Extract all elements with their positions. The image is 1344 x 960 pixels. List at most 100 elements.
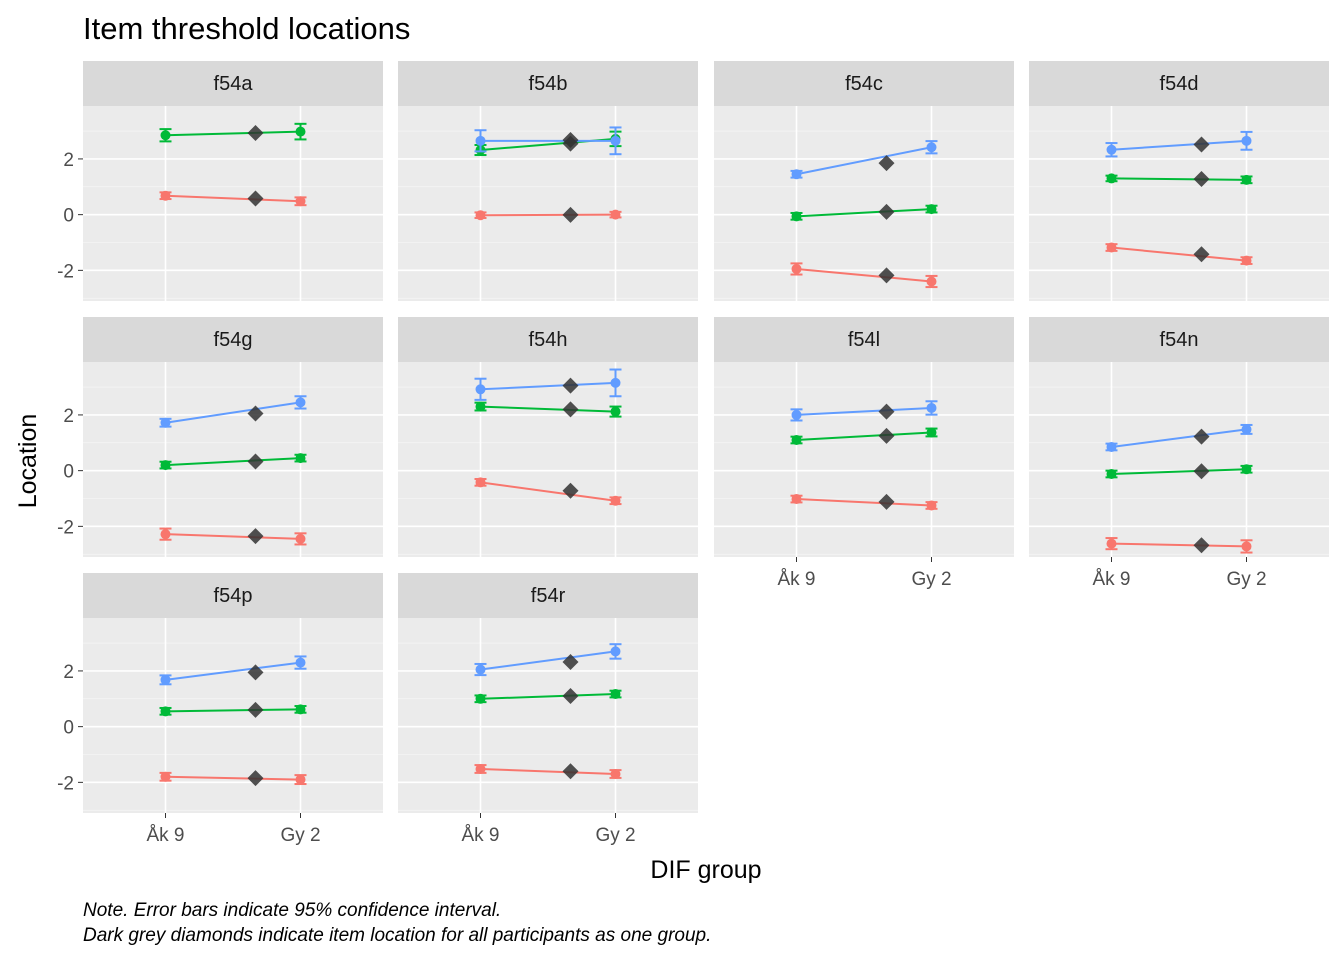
series-line bbox=[165, 533, 301, 540]
data-point bbox=[791, 409, 802, 420]
data-point bbox=[160, 674, 171, 685]
series-line bbox=[165, 708, 301, 713]
overall-location-diamond bbox=[878, 493, 895, 510]
chart-title: Item threshold locations bbox=[83, 11, 410, 46]
panel-background bbox=[83, 362, 383, 557]
overall-location-diamond bbox=[878, 203, 895, 220]
facet-label: f54b bbox=[529, 73, 568, 95]
x-tick-label: Gy 2 bbox=[1226, 569, 1266, 590]
overall-location-diamond bbox=[1193, 537, 1210, 554]
overall-location-diamond bbox=[1193, 463, 1210, 480]
y-axis-title-group: Location bbox=[14, 414, 42, 509]
data-point bbox=[1106, 441, 1117, 452]
x-tick-label: Gy 2 bbox=[911, 569, 951, 590]
data-point bbox=[1106, 468, 1117, 479]
series-threshold-2 bbox=[159, 122, 307, 143]
panel-background bbox=[714, 106, 1014, 301]
data-point bbox=[475, 384, 486, 395]
data-point bbox=[160, 417, 171, 428]
y-tick-label: -2 bbox=[57, 517, 74, 538]
overall-location-diamond bbox=[562, 377, 579, 394]
panel-background bbox=[83, 618, 383, 813]
series-threshold-3 bbox=[474, 368, 622, 401]
facet-label: f54h bbox=[529, 329, 568, 351]
data-point bbox=[1106, 173, 1117, 184]
data-point bbox=[295, 657, 306, 668]
data-point bbox=[610, 689, 621, 700]
series-threshold-1 bbox=[474, 763, 622, 779]
x-tick-label: Åk 9 bbox=[1092, 569, 1130, 590]
facet-label: f54l bbox=[848, 329, 880, 351]
series-line bbox=[480, 481, 616, 502]
series-line bbox=[480, 381, 616, 391]
panel-background bbox=[398, 618, 698, 813]
series-line bbox=[1111, 428, 1247, 448]
series-threshold-3 bbox=[474, 643, 622, 677]
series-line bbox=[165, 401, 301, 424]
overall-location-diamond bbox=[247, 664, 264, 681]
facet-f54b: f54b bbox=[398, 61, 698, 301]
facet-label: f54d bbox=[1160, 73, 1199, 95]
facet-strip bbox=[83, 61, 383, 106]
series-line bbox=[796, 146, 932, 176]
data-point bbox=[610, 135, 621, 146]
y-tick-label: 2 bbox=[63, 406, 74, 427]
data-point bbox=[926, 204, 937, 215]
data-point bbox=[475, 664, 486, 675]
series-line bbox=[1111, 542, 1247, 548]
x-tick-label: Åk 9 bbox=[146, 825, 184, 846]
data-point bbox=[610, 495, 621, 506]
facet-f54g: f54g -2 0 2 bbox=[57, 317, 383, 557]
data-point bbox=[610, 209, 621, 220]
overall-location-diamond bbox=[247, 405, 264, 422]
series-threshold-3 bbox=[790, 400, 938, 422]
facet-strip bbox=[83, 317, 383, 362]
facet-label: f54r bbox=[531, 585, 566, 607]
facet-strip bbox=[83, 573, 383, 618]
overall-location-diamond bbox=[562, 482, 579, 499]
y-tick-label: 0 bbox=[63, 718, 74, 739]
data-point bbox=[926, 500, 937, 511]
series-line bbox=[796, 208, 932, 218]
series-line bbox=[1111, 468, 1247, 475]
data-point bbox=[610, 646, 621, 657]
facet-f54l: f54l Åk 9 Gy 2 bbox=[714, 317, 1014, 590]
facet-strip bbox=[1029, 317, 1329, 362]
overall-location-diamond bbox=[878, 155, 895, 172]
series-threshold-2 bbox=[474, 401, 622, 418]
x-tick-label: Åk 9 bbox=[777, 569, 815, 590]
overall-location-diamond bbox=[247, 701, 264, 718]
data-point bbox=[160, 460, 171, 471]
data-point bbox=[160, 706, 171, 717]
y-axis-title: Location bbox=[14, 414, 42, 509]
y-tick-label: 2 bbox=[63, 662, 74, 683]
facet-label: f54a bbox=[214, 73, 254, 95]
x-tick-label: Åk 9 bbox=[461, 825, 499, 846]
overall-location-diamond bbox=[562, 131, 579, 148]
overall-location-diamond bbox=[1193, 136, 1210, 153]
data-point bbox=[295, 126, 306, 137]
facet-label: f54g bbox=[214, 329, 253, 351]
data-point bbox=[1106, 242, 1117, 253]
overall-location-diamond bbox=[562, 654, 579, 671]
series-threshold-3 bbox=[159, 655, 307, 686]
data-point bbox=[791, 263, 802, 274]
panel-background bbox=[714, 362, 1014, 557]
series-threshold-1 bbox=[790, 262, 938, 289]
data-point bbox=[1241, 464, 1252, 475]
data-point bbox=[160, 529, 171, 540]
facet-strip bbox=[398, 61, 698, 106]
data-point bbox=[1241, 424, 1252, 435]
data-point bbox=[295, 533, 306, 544]
series-threshold-1 bbox=[1105, 537, 1253, 554]
series-threshold-1 bbox=[474, 209, 622, 221]
series-line bbox=[1111, 246, 1247, 262]
data-point bbox=[1106, 538, 1117, 549]
panel-background bbox=[398, 106, 698, 301]
data-point bbox=[475, 477, 486, 488]
series-threshold-3 bbox=[1105, 423, 1253, 452]
data-point bbox=[926, 142, 937, 153]
data-point bbox=[160, 771, 171, 782]
data-point bbox=[160, 190, 171, 201]
